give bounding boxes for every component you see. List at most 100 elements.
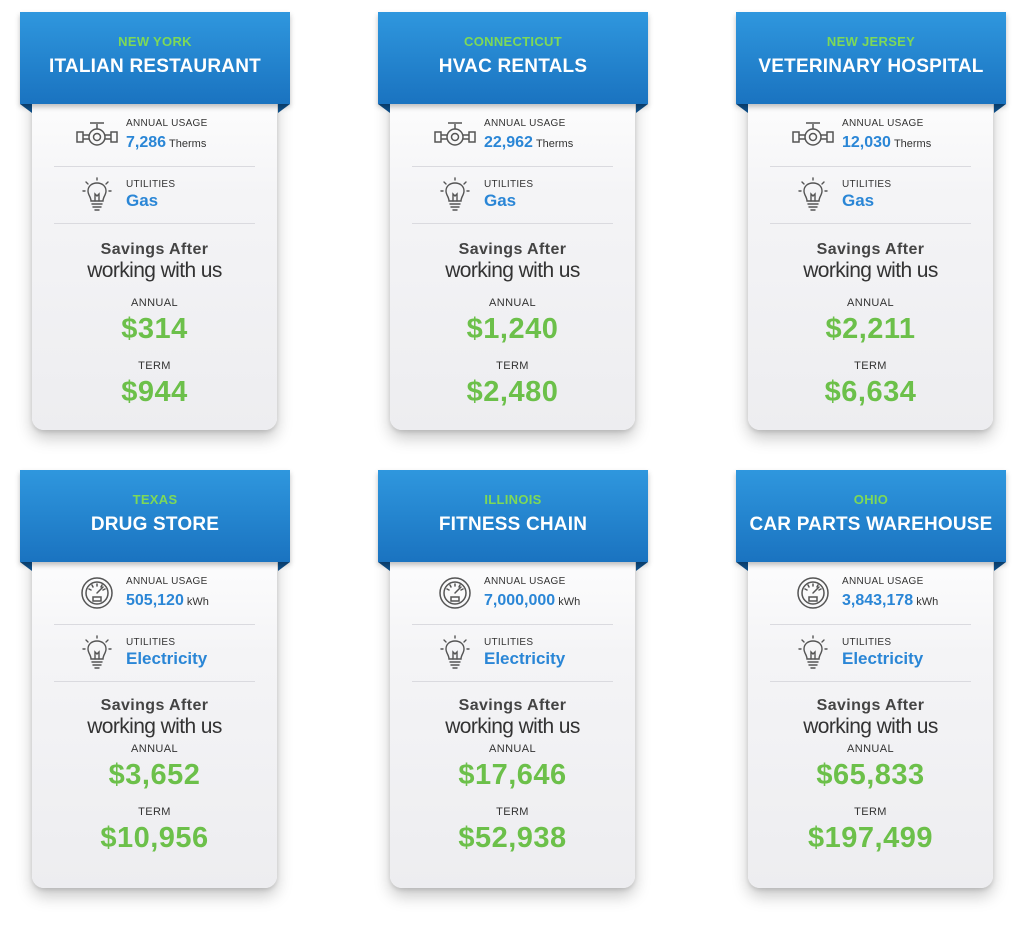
ribbon-fold-left [20, 562, 32, 571]
card-info: ANNUAL USAGE 7,000,000 kWh [390, 562, 635, 855]
card-info: ANNUAL USAGE 22,962 Therms [390, 104, 635, 409]
state-label: TEXAS [132, 492, 178, 507]
annual-label: ANNUAL [130, 743, 179, 755]
annual-usage-value: 505,120 [126, 592, 184, 609]
utilities-row: UTILITIES Gas [770, 167, 971, 224]
utility-type-value: Electricity [484, 649, 566, 668]
utilities-label: UTILITIES [842, 179, 892, 190]
savings-heading-line1: Savings After [100, 697, 209, 714]
savings-heading-line1: Savings After [458, 697, 567, 714]
utilities-label: UTILITIES [126, 179, 176, 190]
savings-section: Savings After working with us ANNUAL $31… [32, 240, 277, 409]
annual-usage-value: 12,030 [842, 134, 891, 151]
state-label: NEW YORK [118, 34, 192, 49]
term-savings-amount: $944 [121, 376, 188, 408]
term-label: TERM [138, 360, 171, 372]
gas-valve-icon [792, 116, 834, 154]
card-info: ANNUAL USAGE 3,843,178 kWh [748, 562, 993, 855]
savings-heading-line1: Savings After [100, 241, 209, 258]
ribbon-fold-right [278, 562, 290, 571]
savings-heading-line2: working with us [803, 259, 938, 282]
annual-usage-value: 7,000,000 [484, 592, 556, 609]
business-title: DRUG STORE [90, 514, 220, 535]
annual-savings-amount: $2,211 [825, 313, 916, 345]
gas-valve-icon [434, 116, 476, 154]
card-body: ANNUAL USAGE 7,000,000 kWh [390, 530, 635, 888]
savings-section: Savings After working with us ANNUAL $2,… [748, 240, 993, 409]
annual-label: ANNUAL [488, 743, 537, 755]
ribbon-fold-left [378, 562, 390, 571]
card-info: ANNUAL USAGE 12,030 Therms [748, 104, 993, 409]
utility-type-value: Electricity [842, 649, 924, 668]
card-body: ANNUAL USAGE 22,962 Therms [390, 72, 635, 430]
gas-valve-icon [76, 116, 118, 154]
savings-heading-line2: working with us [87, 715, 222, 738]
annual-savings-amount: $65,833 [816, 759, 925, 791]
electric-meter-icon [76, 574, 118, 612]
savings-section: Savings After working with us ANNUAL $3,… [32, 696, 277, 855]
annual-usage-row: ANNUAL USAGE 7,286 Therms [54, 104, 255, 167]
term-savings-amount: $10,956 [100, 822, 209, 854]
card-body: ANNUAL USAGE 3,843,178 kWh [748, 530, 993, 888]
card-ribbon: NEW JERSEY VETERINARY HOSPITAL [736, 12, 1006, 104]
business-title: VETERINARY HOSPITAL [758, 56, 984, 77]
annual-usage-label: ANNUAL USAGE [484, 118, 566, 129]
annual-usage-value: 3,843,178 [842, 592, 914, 609]
annual-usage-row: ANNUAL USAGE 12,030 Therms [770, 104, 971, 167]
case-study-card: ANNUAL USAGE 505,120 kWh [20, 470, 290, 890]
ribbon-fold-right [636, 104, 648, 113]
utility-type-value: Gas [126, 191, 159, 210]
utility-type-value: Gas [484, 191, 517, 210]
light-bulb-icon [434, 176, 476, 214]
card-ribbon: NEW YORK ITALIAN RESTAURANT [20, 12, 290, 104]
state-label: ILLINOIS [484, 492, 542, 507]
term-label: TERM [138, 806, 171, 818]
annual-savings-amount: $3,652 [108, 759, 201, 791]
term-label: TERM [496, 360, 529, 372]
utility-type-value: Gas [842, 191, 875, 210]
card-ribbon: TEXAS DRUG STORE [20, 470, 290, 562]
ribbon-fold-left [378, 104, 390, 113]
utilities-label: UTILITIES [484, 637, 534, 648]
ribbon-fold-right [278, 104, 290, 113]
ribbon-fold-left [20, 104, 32, 113]
light-bulb-icon [76, 634, 118, 672]
annual-usage-row: ANNUAL USAGE 505,120 kWh [54, 562, 255, 625]
term-label: TERM [854, 806, 887, 818]
annual-usage-value: 22,962 [484, 134, 533, 151]
utilities-row: UTILITIES Gas [54, 167, 255, 224]
annual-usage-unit: kWh [558, 596, 581, 608]
ribbon-fold-left [736, 562, 748, 571]
utilities-row: UTILITIES Electricity [770, 625, 971, 682]
annual-usage-unit: Therms [169, 138, 207, 150]
card-body: ANNUAL USAGE 505,120 kWh [32, 530, 277, 888]
annual-usage-row: ANNUAL USAGE 7,000,000 kWh [412, 562, 613, 625]
savings-heading-line2: working with us [445, 259, 580, 282]
electric-meter-icon [792, 574, 834, 612]
annual-savings-amount: $1,240 [466, 313, 559, 345]
business-title: FITNESS CHAIN [438, 514, 588, 535]
utilities-label: UTILITIES [484, 179, 534, 190]
case-study-card: ANNUAL USAGE 12,030 Therms [736, 12, 1006, 432]
savings-section: Savings After working with us ANNUAL $65… [748, 696, 993, 855]
state-label: CONNECTICUT [464, 34, 562, 49]
savings-section: Savings After working with us ANNUAL $17… [390, 696, 635, 855]
annual-usage-label: ANNUAL USAGE [484, 576, 566, 587]
annual-usage-unit: kWh [916, 596, 939, 608]
card-info: ANNUAL USAGE 505,120 kWh [32, 562, 277, 855]
annual-usage-label: ANNUAL USAGE [842, 576, 924, 587]
annual-label: ANNUAL [846, 743, 895, 755]
case-study-card: ANNUAL USAGE 7,000,000 kWh [378, 470, 648, 890]
annual-savings-amount: $314 [121, 313, 188, 345]
business-title: CAR PARTS WAREHOUSE [749, 514, 993, 535]
card-body: ANNUAL USAGE 7,286 Therms [32, 72, 277, 430]
case-study-card: ANNUAL USAGE 22,962 Therms [378, 12, 648, 432]
utilities-row: UTILITIES Electricity [412, 625, 613, 682]
annual-usage-row: ANNUAL USAGE 3,843,178 kWh [770, 562, 971, 625]
light-bulb-icon [76, 176, 118, 214]
case-study-card: ANNUAL USAGE 3,843,178 kWh [736, 470, 1006, 890]
ribbon-fold-left [736, 104, 748, 113]
card-ribbon: CONNECTICUT HVAC RENTALS [378, 12, 648, 104]
card-ribbon: ILLINOIS FITNESS CHAIN [378, 470, 648, 562]
electric-meter-icon [434, 574, 476, 612]
